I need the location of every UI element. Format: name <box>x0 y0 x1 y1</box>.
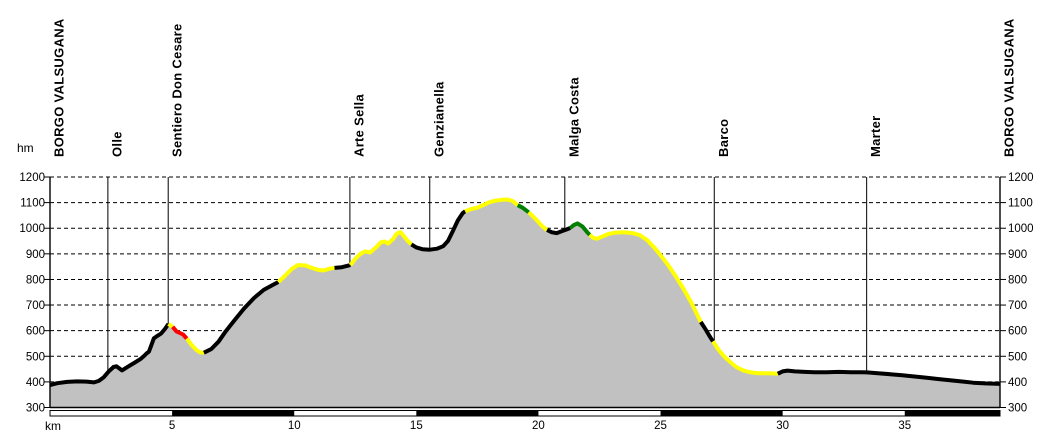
y-tick-label-right-400: 400 <box>1008 377 1027 389</box>
elevation-fill <box>50 199 1000 408</box>
profile-segment-2 <box>171 325 189 340</box>
profile-segment-7 <box>348 230 413 267</box>
axes-layer <box>44 176 1006 409</box>
scale-bar-layer <box>49 410 1001 417</box>
x-axis-unit-label: km <box>45 419 61 433</box>
profile-segment-10 <box>516 203 530 214</box>
waypoint-label-8: BORGO VALSUGANA <box>1002 18 1017 157</box>
y-tick-label-left-700: 700 <box>26 300 45 312</box>
profile-segment-8 <box>410 209 467 252</box>
profile-segment-1 <box>167 322 174 329</box>
profile-segment-15 <box>699 320 715 343</box>
y-tick-label-left-400: 400 <box>26 377 45 389</box>
x-tick-label-35: 35 <box>898 420 911 432</box>
y-tick-label-left-500: 500 <box>26 351 45 363</box>
labels-layer: 300 300 400 400 500 500 600 600 700 700 800 800 900 9… <box>19 18 1033 432</box>
y-tick-label-left-300: 300 <box>26 403 45 415</box>
profile-segment-9 <box>464 197 519 214</box>
profile-segment-13 <box>568 221 592 237</box>
waypoint-label-0: BORGO VALSUGANA <box>52 18 67 157</box>
y-axis-unit-label: hm <box>17 141 34 155</box>
y-tick-label-right-1200: 1200 <box>1008 172 1034 184</box>
waypoint-label-7: Marter <box>868 115 883 157</box>
y-tick-label-right-900: 900 <box>1008 249 1027 261</box>
profile-segment-4 <box>203 280 280 355</box>
waypoint-label-6: Barco <box>716 119 731 157</box>
x-tick-label-20: 20 <box>532 420 545 432</box>
y-tick-label-right-500: 500 <box>1008 351 1027 363</box>
profile-segment-16 <box>711 340 778 376</box>
y-tick-label-left-900: 900 <box>26 249 45 261</box>
profile-segment-5 <box>276 263 335 284</box>
y-tick-label-right-300: 300 <box>1008 403 1027 415</box>
y-tick-label-right-1100: 1100 <box>1008 198 1033 210</box>
x-tick-label-25: 25 <box>654 420 667 432</box>
y-tick-label-left-1200: 1200 <box>19 172 45 184</box>
scale-bar-block-1 <box>172 410 295 417</box>
y-tick-label-left-800: 800 <box>26 274 45 286</box>
y-tick-label-right-700: 700 <box>1008 300 1027 312</box>
profile-segment-12 <box>546 226 571 236</box>
x-tick-label-10: 10 <box>288 420 301 432</box>
profile-segment-17 <box>776 368 1001 386</box>
scale-bar-block-3 <box>416 410 539 417</box>
profile-segment-11 <box>527 210 549 232</box>
x-tick-label-5: 5 <box>169 420 175 432</box>
profile-segment-6 <box>334 263 351 270</box>
y-tick-label-right-800: 800 <box>1008 274 1027 286</box>
waypoint-label-1: Olle <box>109 131 124 157</box>
scale-bar-block-5 <box>660 410 783 417</box>
x-tick-label-15: 15 <box>410 420 423 432</box>
y-tick-label-right-600: 600 <box>1008 326 1027 338</box>
waypoint-label-5: Malga Costa <box>566 77 581 157</box>
profile-segment-0 <box>49 322 171 387</box>
y-tick-label-left-1000: 1000 <box>19 223 45 235</box>
profile-line-layer <box>49 197 1001 387</box>
profile-segment-3 <box>185 337 205 355</box>
x-tick-label-30: 30 <box>776 420 789 432</box>
scale-bar-block-7 <box>904 410 1000 417</box>
y-tick-label-left-600: 600 <box>26 326 45 338</box>
y-tick-label-right-1000: 1000 <box>1008 223 1034 235</box>
waypoint-label-4: Genzianella <box>431 81 446 157</box>
profile-segment-14 <box>588 230 703 323</box>
elevation-area-layer <box>50 199 1000 408</box>
waypoint-label-3: Arte Sella <box>351 94 366 157</box>
waypoint-label-2: Sentiero Don Cesare <box>170 23 185 157</box>
y-tick-label-left-1100: 1100 <box>20 198 45 210</box>
